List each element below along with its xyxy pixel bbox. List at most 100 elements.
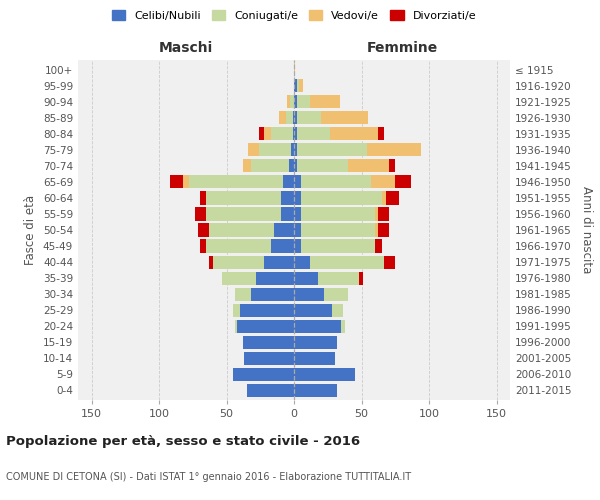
Bar [375,224,378,236]
Bar [296,160,348,172]
Bar [371,176,395,188]
Y-axis label: Anni di nascita: Anni di nascita [580,186,593,274]
Bar [359,272,363,284]
Bar [378,127,385,140]
Bar [259,127,265,140]
Bar [294,160,296,172]
Bar [385,256,395,268]
Bar [235,320,238,333]
Bar [296,127,331,140]
Bar [279,111,286,124]
Bar [301,208,375,220]
Bar [233,304,240,317]
Bar [259,143,292,156]
Bar [240,304,294,317]
Bar [294,176,301,188]
Y-axis label: Fasce di età: Fasce di età [25,195,37,265]
Bar [296,143,367,156]
Bar [206,240,271,252]
Bar [294,352,335,365]
Bar [378,208,389,220]
Bar [294,79,296,92]
Bar [296,111,321,124]
Bar [310,256,385,268]
Bar [294,111,296,124]
Bar [382,192,386,204]
Bar [289,160,294,172]
Bar [294,368,355,381]
Bar [301,224,375,236]
Bar [188,176,283,188]
Bar [395,176,412,188]
Bar [378,224,389,236]
Bar [265,127,271,140]
Bar [242,160,251,172]
Bar [294,95,296,108]
Bar [294,304,332,317]
Bar [294,224,301,236]
Bar [251,160,289,172]
Bar [248,143,259,156]
Bar [301,192,382,204]
Text: COMUNE DI CETONA (SI) - Dati ISTAT 1° gennaio 2016 - Elaborazione TUTTITALIA.IT: COMUNE DI CETONA (SI) - Dati ISTAT 1° ge… [6,472,411,482]
Bar [389,160,395,172]
Bar [247,384,294,397]
Bar [294,384,337,397]
Bar [294,336,337,349]
Bar [299,79,304,92]
Bar [296,79,299,92]
Bar [271,240,294,252]
Bar [256,272,294,284]
Bar [290,95,294,108]
Bar [235,288,251,300]
Bar [196,208,206,220]
Bar [206,192,281,204]
Bar [367,143,421,156]
Bar [199,192,206,204]
Bar [238,320,294,333]
Bar [244,352,294,365]
Bar [265,256,294,268]
Bar [184,176,188,188]
Bar [206,208,281,220]
Bar [281,192,294,204]
Bar [233,368,294,381]
Bar [294,272,319,284]
Bar [271,127,293,140]
Bar [199,240,206,252]
Bar [242,336,294,349]
Bar [294,192,301,204]
Bar [293,127,294,140]
Text: Popolazione per età, sesso e stato civile - 2016: Popolazione per età, sesso e stato civil… [6,435,360,448]
Bar [281,208,294,220]
Bar [294,256,310,268]
Bar [375,240,382,252]
Bar [293,111,294,124]
Legend: Celibi/Nubili, Coniugati/e, Vedovi/e, Divorziati/e: Celibi/Nubili, Coniugati/e, Vedovi/e, Di… [107,6,481,25]
Bar [283,176,294,188]
Bar [292,143,294,156]
Bar [341,320,346,333]
Bar [294,208,301,220]
Bar [209,256,213,268]
Bar [286,111,293,124]
Bar [386,192,400,204]
Bar [331,127,378,140]
Text: Maschi: Maschi [159,41,213,55]
Bar [375,208,378,220]
Bar [274,224,294,236]
Bar [301,240,375,252]
Bar [209,224,274,236]
Bar [321,111,368,124]
Bar [251,288,294,300]
Text: Femmine: Femmine [367,41,437,55]
Bar [294,63,295,76]
Bar [170,176,183,188]
Bar [296,95,310,108]
Bar [287,95,290,108]
Bar [213,256,265,268]
Bar [301,176,371,188]
Bar [294,240,301,252]
Bar [294,288,324,300]
Bar [294,143,296,156]
